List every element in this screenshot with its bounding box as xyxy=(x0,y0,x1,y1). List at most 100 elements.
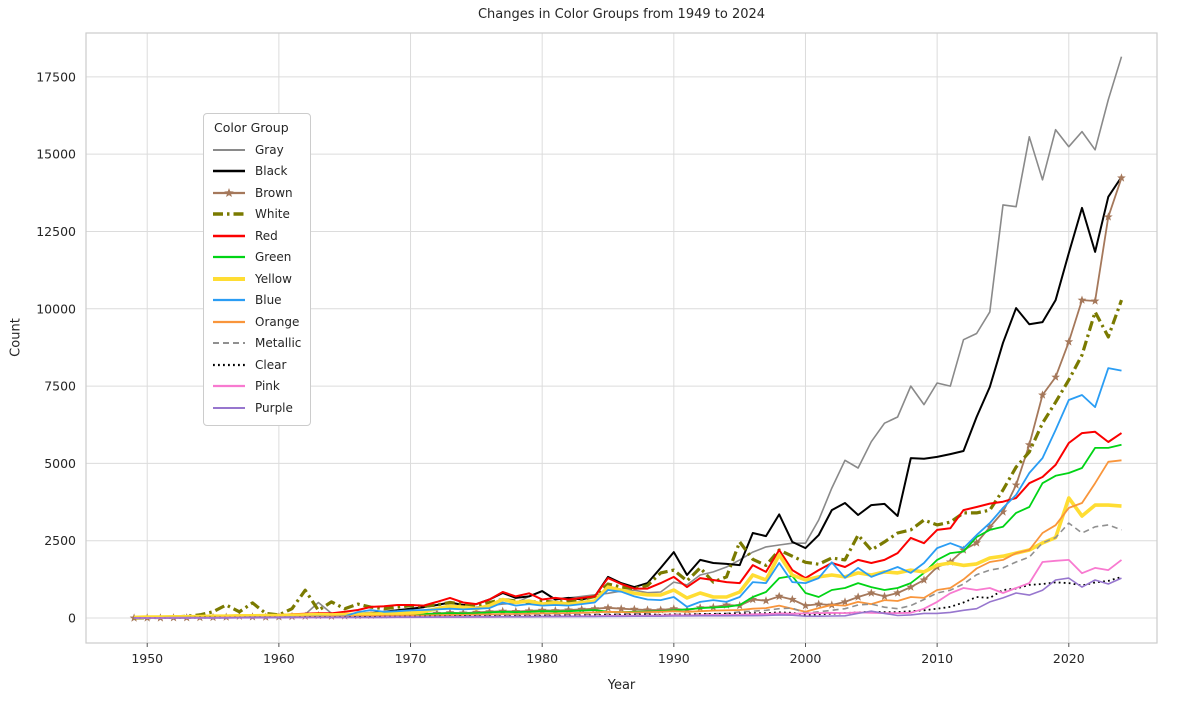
series-marker-brown xyxy=(893,588,902,597)
series-marker-brown xyxy=(853,592,863,601)
legend-label: Green xyxy=(255,250,292,265)
series-marker-brown xyxy=(630,604,639,614)
legend-label: Black xyxy=(255,164,288,179)
legend-label: Gray xyxy=(255,142,284,157)
legend-swatch-red-line xyxy=(213,234,245,237)
series-marker-brown xyxy=(590,604,600,613)
legend-swatch-brown-line xyxy=(213,187,245,197)
series-marker-brown xyxy=(748,594,758,604)
legend-swatch-purple-line xyxy=(213,406,245,409)
series-marker-brown xyxy=(959,545,968,554)
legend-label: Brown xyxy=(255,185,293,200)
legend: Color Group Gray Black Brown White Red Green Y… xyxy=(203,113,311,426)
legend-label: Blue xyxy=(255,293,282,308)
legend-item-white: White xyxy=(212,204,302,226)
legend-swatch-white-line xyxy=(213,212,245,217)
series-marker-brown xyxy=(511,606,521,616)
series-marker-brown xyxy=(840,597,850,606)
series-marker-brown xyxy=(129,613,139,622)
series-marker-brown xyxy=(1051,372,1060,381)
series-marker-brown xyxy=(1103,212,1113,221)
y-tick-label: 12500 xyxy=(36,224,76,239)
legend-item-gray: Gray xyxy=(212,139,302,161)
x-tick-label: 2000 xyxy=(790,651,822,666)
series-marker-brown xyxy=(603,603,613,612)
series-marker-brown xyxy=(814,599,823,608)
series-marker-brown xyxy=(919,575,929,584)
series-marker-brown xyxy=(880,591,889,601)
series-marker-brown xyxy=(524,606,534,615)
series-marker-brown xyxy=(577,604,586,614)
series-marker-brown xyxy=(1117,173,1126,182)
y-tick-label: 2500 xyxy=(44,533,76,548)
series-marker-brown xyxy=(1024,440,1034,449)
series-marker-brown xyxy=(643,605,652,614)
x-tick-label: 2010 xyxy=(921,651,953,666)
series-marker-brown xyxy=(972,538,981,547)
legend-swatch-clear-line xyxy=(213,363,245,366)
legend-swatch-green-line xyxy=(213,256,245,259)
series-marker-brown xyxy=(1064,337,1074,346)
legend-item-brown: Brown xyxy=(212,182,302,204)
legend-swatch-pink-line xyxy=(213,385,245,388)
legend-item-yellow: Yellow xyxy=(212,268,302,290)
legend-label: Metallic xyxy=(255,336,302,351)
y-tick-label: 0 xyxy=(68,611,76,626)
series-marker-brown xyxy=(472,607,481,617)
legend-label: Orange xyxy=(255,314,300,329)
legend-swatch-orange-line xyxy=(213,320,245,323)
x-axis-label: Year xyxy=(607,678,636,693)
x-tick-label: 1980 xyxy=(526,651,558,666)
chart-title: Changes in Color Groups from 1949 to 202… xyxy=(477,7,766,22)
x-tick-label: 2020 xyxy=(1053,651,1085,666)
series-marker-brown xyxy=(801,601,810,610)
legend-item-purple: Purple xyxy=(212,397,302,419)
y-tick-label: 7500 xyxy=(44,379,76,394)
legend-item-blue: Blue xyxy=(212,290,302,312)
x-tick-label: 1960 xyxy=(263,651,295,666)
legend-swatch-blue-line xyxy=(213,299,245,302)
legend-item-green: Green xyxy=(212,247,302,269)
series-marker-brown xyxy=(1011,480,1021,489)
legend-item-metallic: Metallic xyxy=(212,333,302,355)
legend-swatch-black-line xyxy=(213,170,245,173)
legend-title: Color Group xyxy=(214,120,289,135)
x-tick-label: 1990 xyxy=(658,651,690,666)
series-marker-brown xyxy=(985,522,995,531)
y-tick-label: 10000 xyxy=(36,301,76,316)
legend-item-orange: Orange xyxy=(212,311,302,333)
y-tick-label: 5000 xyxy=(44,456,76,471)
legend-item-red: Red xyxy=(212,225,302,247)
legend-item-clear: Clear xyxy=(212,354,302,376)
series-marker-brown xyxy=(485,607,494,616)
series-marker-brown xyxy=(787,594,797,604)
series-marker-brown xyxy=(1090,296,1100,305)
series-marker-brown xyxy=(551,606,560,615)
plot-border xyxy=(85,32,1158,644)
legend-item-black: Black xyxy=(212,161,302,183)
legend-label: Yellow xyxy=(255,271,292,286)
series-marker-brown xyxy=(656,605,665,614)
series-marker-brown xyxy=(774,591,784,601)
series-marker-brown xyxy=(669,604,679,613)
series-marker-brown xyxy=(866,588,876,597)
legend-swatch-metallic-line xyxy=(213,342,245,345)
series-marker-brown xyxy=(998,507,1008,516)
legend-item-pink: Pink xyxy=(212,376,302,398)
series-marker-brown xyxy=(1077,295,1087,304)
series-marker-brown xyxy=(722,600,731,609)
legend-swatch-yellow-line xyxy=(213,276,245,281)
legend-swatch-gray-line xyxy=(213,148,245,151)
legend-label: Pink xyxy=(255,379,280,394)
legend-label: Clear xyxy=(255,357,287,372)
legend-label: Red xyxy=(255,228,278,243)
series-marker-brown xyxy=(906,582,916,591)
x-tick-label: 1970 xyxy=(395,651,427,666)
series-marker-brown xyxy=(616,604,626,613)
series-line-purple xyxy=(134,577,1122,619)
series-line-yellow xyxy=(134,496,1122,620)
legend-label: White xyxy=(255,207,290,222)
y-tick-label: 15000 xyxy=(36,147,76,162)
